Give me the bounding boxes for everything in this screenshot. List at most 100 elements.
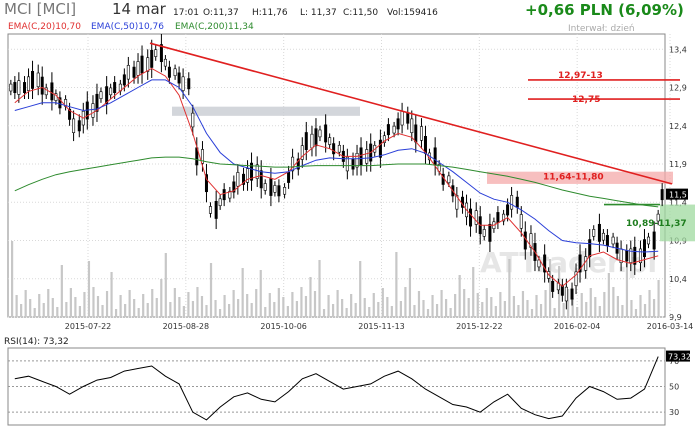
- volume-bar: [625, 251, 629, 317]
- volume-bar: [205, 305, 208, 317]
- volume-bar: [603, 292, 606, 317]
- candle-body: [27, 76, 31, 91]
- candle-body: [273, 185, 277, 193]
- volume-bar: [530, 309, 534, 317]
- series-emac20: [14, 67, 659, 288]
- ema50-label: EMA(C,50)10,76: [91, 22, 164, 32]
- volume-bar: [182, 306, 185, 317]
- rsi-value-label: 73,32: [668, 353, 691, 362]
- candle-body: [519, 214, 523, 229]
- volume-bar: [576, 307, 579, 317]
- candle-body: [72, 118, 76, 133]
- volume-bar: [589, 288, 592, 317]
- volume-bar: [539, 304, 543, 317]
- candle-body: [537, 259, 541, 268]
- candle-body: [515, 196, 519, 208]
- x-tick-label-6: 2016-03-14: [647, 322, 694, 331]
- candle-body: [191, 112, 195, 128]
- candle-body: [136, 61, 140, 76]
- candle-body: [523, 231, 527, 250]
- candle-body: [246, 168, 250, 183]
- volume-bar: [155, 298, 158, 317]
- volume-bar: [485, 288, 488, 317]
- volume-bar: [83, 292, 86, 317]
- candle-body: [287, 171, 291, 183]
- candle-body: [560, 284, 564, 296]
- volume-bar: [390, 306, 393, 317]
- volume-bar: [612, 287, 615, 317]
- candle-body: [378, 139, 382, 158]
- ohlc-low: L: 11,37: [300, 8, 337, 18]
- candle-body: [652, 231, 656, 250]
- volume-bar: [567, 289, 570, 317]
- volume-bar: [435, 304, 439, 317]
- volume-bar: [503, 301, 506, 317]
- candle-body: [629, 248, 633, 263]
- volume-bar: [286, 306, 289, 317]
- candle-body: [337, 144, 341, 153]
- x-tick-label-4: 2015-12-22: [456, 322, 503, 331]
- volume-bar: [196, 287, 199, 317]
- volume-bar: [51, 298, 54, 317]
- volume-bar: [133, 299, 136, 317]
- volume-bar: [508, 259, 511, 317]
- ema20-label: EMA(C,20)10,70: [8, 22, 81, 32]
- y-tick-label-1: 12,9: [669, 84, 687, 93]
- series-emac200: [14, 156, 659, 208]
- candle-body: [228, 190, 232, 199]
- volume-bar: [336, 290, 339, 317]
- candle-body: [122, 74, 126, 86]
- volume-bar: [309, 277, 312, 317]
- volume-bar: [621, 305, 624, 317]
- candle-body: [36, 72, 40, 88]
- candle-body: [646, 236, 650, 245]
- ema200-label: EMA(C,200)11,34: [175, 22, 254, 32]
- volume-bar: [47, 289, 50, 317]
- candle-body: [105, 86, 109, 105]
- candle-body: [167, 66, 171, 78]
- candle-body: [502, 213, 506, 222]
- annotation-resistance-1: 12,97-13: [558, 71, 603, 81]
- candle-body: [396, 118, 400, 130]
- y-tick-label-4: 11,4: [669, 198, 687, 207]
- candle-body: [318, 129, 322, 138]
- y-tick-label-6: 10,4: [669, 275, 687, 284]
- volume-bar: [264, 307, 267, 317]
- candle-body: [392, 125, 396, 134]
- last-price-tag: [666, 188, 688, 200]
- x-tick-label-1: 2015-08-28: [163, 322, 210, 331]
- volume-bar: [187, 292, 190, 317]
- y-tick-label-7: 9,9: [669, 313, 682, 322]
- volume-bar: [114, 309, 118, 317]
- volume-bar: [218, 309, 222, 317]
- candle-body: [570, 288, 574, 300]
- candle-body: [304, 132, 308, 150]
- candle-body: [642, 239, 646, 258]
- volume-bar: [273, 302, 276, 317]
- candle-body: [638, 248, 642, 263]
- volume-bar: [101, 305, 104, 317]
- volume-bar: [42, 303, 45, 317]
- volume-bar: [105, 291, 109, 317]
- volume-bar: [169, 302, 172, 317]
- candle-body: [382, 135, 386, 143]
- candle-body: [359, 147, 363, 166]
- candle-body: [400, 110, 404, 126]
- candle-body: [543, 254, 547, 273]
- volume-bar: [295, 301, 299, 317]
- candle-body: [300, 145, 304, 160]
- volume-bar: [74, 297, 77, 317]
- candle-body: [406, 112, 410, 124]
- volume-bar: [607, 273, 610, 317]
- volume-bar: [648, 290, 651, 317]
- candle-body: [310, 133, 314, 149]
- candle-body: [296, 158, 300, 170]
- rsi-tick-label-2: 30: [669, 408, 679, 417]
- candle-body: [126, 65, 130, 80]
- volume-bar: [160, 279, 163, 317]
- candle-body: [58, 97, 62, 109]
- volume-bar: [548, 259, 552, 317]
- volume-bar: [33, 308, 36, 317]
- volume-bar: [449, 308, 452, 317]
